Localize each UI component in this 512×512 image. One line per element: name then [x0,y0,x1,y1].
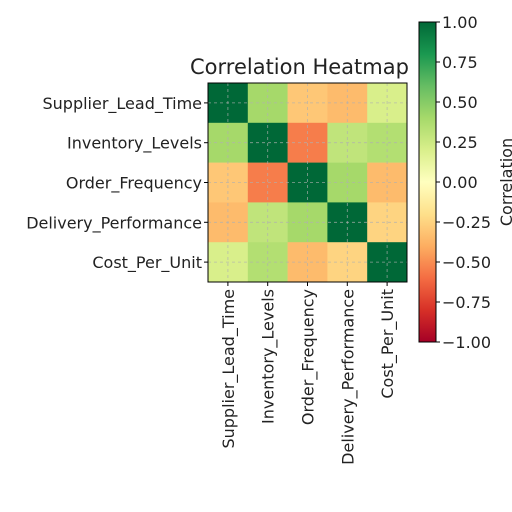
colorbar-tick-label: 0.50 [442,93,478,112]
row-labels: Supplier_Lead_Time Inventory_Levels Order_… [26,94,208,273]
colorbar-gradient [418,21,437,343]
colorbar-ticks: 1.00 0.75 0.50 0.25 0.00 −0.25 −0.50 −0.75 −1.00 [436,13,491,352]
column-label: Order_Frequency [299,289,319,425]
column-label: Inventory_Levels [259,289,279,424]
colorbar-tick-label: −0.50 [442,253,491,272]
row-label: Delivery_Performance [26,213,202,233]
colorbar-tick-label: −0.25 [442,213,491,232]
row-label: Supplier_Lead_Time [42,94,202,114]
row-label: Order_Frequency [66,174,202,194]
column-label: Supplier_Lead_Time [219,289,239,449]
colorbar-tick-label: 0.75 [442,53,478,72]
column-label: Cost_Per_Unit [378,289,398,399]
row-label: Cost_Per_Unit [92,253,202,273]
colorbar-tick-label: −1.00 [442,333,491,352]
colorbar-tick-label: 1.00 [442,13,478,32]
colorbar-label: Correlation [497,138,512,226]
colorbar-tick-label: 0.25 [442,133,478,152]
colorbar-tick-label: −0.75 [442,293,491,312]
column-label: Delivery_Performance [338,289,358,465]
row-label: Inventory_Levels [67,134,202,154]
colorbar-tick-label: 0.00 [442,173,478,192]
chart-title: Correlation Heatmap [190,55,409,79]
column-labels: Supplier_Lead_Time Inventory_Levels Order_… [219,282,398,465]
colorbar: 1.00 0.75 0.50 0.25 0.00 −0.25 −0.50 −0.75 −1.00… [418,13,512,352]
